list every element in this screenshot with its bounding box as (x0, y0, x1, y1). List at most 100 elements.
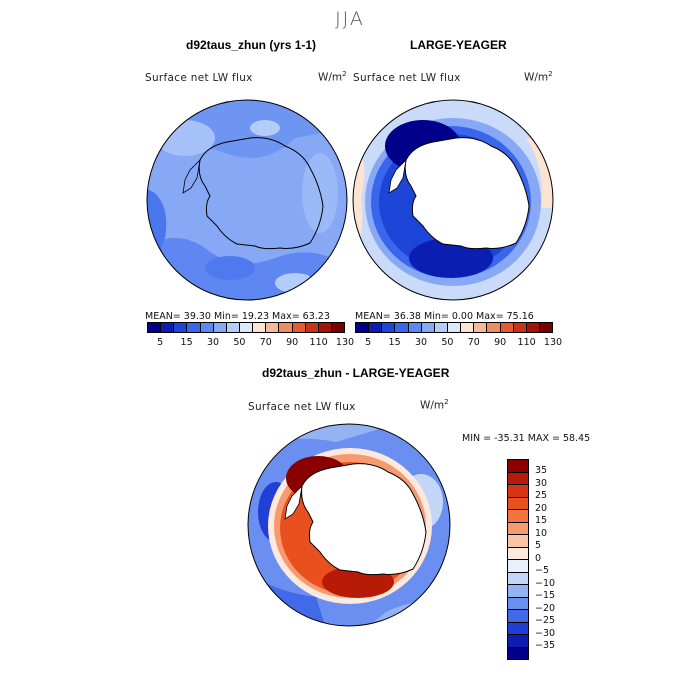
panel2-polar-map (352, 99, 554, 301)
season-title: JJA (335, 8, 365, 30)
colorbar-swatch (474, 323, 488, 332)
legend-row: −5 (507, 559, 549, 576)
legend-row: 0 (507, 546, 541, 564)
panel1-title: d92taus_zhun (yrs 1-1) (186, 38, 317, 52)
legend-swatch (507, 496, 529, 509)
colorbar-swatch (526, 323, 540, 332)
legend-label: 25 (535, 490, 548, 501)
panel2-colorbar-labels: 5 15 30 50 70 90 110 130 (355, 337, 562, 349)
colorbar-swatch (174, 323, 188, 332)
legend-swatch (507, 459, 529, 472)
colorbar-tick-label: 5 (365, 337, 372, 348)
legend-row: 30 (507, 471, 547, 489)
colorbar-tick-label: 70 (259, 337, 272, 348)
colorbar-swatch (239, 323, 254, 332)
colorbar-swatch (421, 323, 435, 332)
legend-swatch (507, 484, 529, 497)
colorbar-swatch (253, 323, 267, 332)
p1-antarctica-outline (198, 137, 324, 250)
panel2-colorbar (355, 322, 553, 333)
legend-swatch (507, 584, 529, 597)
colorbar-tick-label: 15 (180, 337, 193, 348)
colorbar-tick-label: 110 (309, 337, 328, 348)
difference-units: W/m2 (420, 398, 449, 412)
colorbar-tick-label: 50 (233, 337, 246, 348)
legend-row: −20 (507, 596, 555, 614)
colorbar-swatch (331, 323, 345, 332)
p2-map-border (352, 99, 554, 301)
colorbar-swatch (292, 323, 306, 332)
colorbar-swatch (266, 323, 280, 332)
difference-polar-map (247, 423, 451, 627)
legend-label: 30 (535, 477, 548, 489)
colorbar-swatch (356, 323, 370, 332)
legend-swatch (507, 546, 529, 559)
colorbar-swatch (461, 323, 475, 332)
legend-swatch (507, 471, 529, 484)
colorbar-tick-label: 130 (335, 337, 355, 348)
legend-row: −25 (507, 609, 555, 626)
colorbar-swatch (447, 323, 462, 332)
legend-label: 5 (535, 540, 542, 551)
legend-label: −15 (535, 590, 556, 601)
colorbar-swatch (434, 323, 448, 332)
legend-label: −35 (535, 640, 556, 651)
p1-field-blob (155, 120, 215, 156)
colorbar-swatch (213, 323, 227, 332)
colorbar-tick-label: 50 (441, 337, 454, 348)
colorbar-swatch (369, 323, 383, 332)
legend-label: 10 (535, 527, 548, 539)
colorbar-tick-label: 30 (414, 337, 428, 348)
legend-swatch (507, 521, 529, 534)
p1-map-border (146, 99, 348, 301)
d-map-border (247, 423, 451, 627)
legend-swatch (507, 634, 529, 647)
p1-field-blob (205, 256, 255, 280)
p2-antarctica (404, 137, 530, 250)
panel2-variable: Surface net LW flux (353, 72, 461, 84)
legend-row: 5 (507, 534, 541, 551)
p1-field-blob (250, 120, 280, 136)
colorbar-swatch (148, 323, 162, 332)
p1-field-blob (275, 273, 315, 293)
legend-row: −35 (507, 634, 555, 651)
legend-swatch (507, 609, 529, 622)
panel1-polar-map (146, 99, 348, 301)
legend-label: −10 (535, 577, 556, 589)
legend-label: 0 (535, 552, 542, 564)
colorbar-swatch (539, 323, 553, 332)
d-antarctica (301, 463, 427, 576)
colorbar-tick-label: 130 (543, 337, 563, 348)
colorbar-swatch (161, 323, 175, 332)
difference-variable: Surface net LW flux (248, 401, 356, 413)
p1-peninsula-outline (182, 158, 201, 194)
legend-row: −15 (507, 584, 555, 601)
colorbar-tick-label: 15 (388, 337, 401, 348)
legend-row: 20 (507, 496, 547, 514)
legend-label: 35 (535, 465, 548, 476)
legend-label: −20 (535, 602, 556, 614)
legend-label: −25 (535, 615, 556, 626)
colorbar-swatch (279, 323, 293, 332)
colorbar-swatch (382, 323, 396, 332)
d-peninsula (284, 484, 303, 520)
colorbar-tick-label: 90 (286, 337, 299, 348)
colorbar-swatch (500, 323, 514, 332)
colorbar-swatch (513, 323, 527, 332)
legend-label: 15 (535, 515, 548, 526)
colorbar-swatch (408, 323, 422, 332)
colorbar-swatch (200, 323, 214, 332)
legend-swatch (507, 621, 529, 634)
colorbar-swatch (395, 323, 409, 332)
colorbar-swatch (187, 323, 201, 332)
legend-row: 25 (507, 484, 547, 501)
panel2-units: W/m2 (524, 70, 553, 84)
panel2-title: LARGE-YEAGER (410, 38, 507, 52)
colorbar-tick-label: 5 (157, 337, 164, 348)
legend-swatch (507, 646, 529, 660)
legend-label: −30 (535, 627, 556, 639)
legend-row: −30 (507, 621, 555, 639)
colorbar-swatch (318, 323, 332, 332)
legend-swatch (507, 509, 529, 522)
legend-row: −10 (507, 571, 555, 589)
